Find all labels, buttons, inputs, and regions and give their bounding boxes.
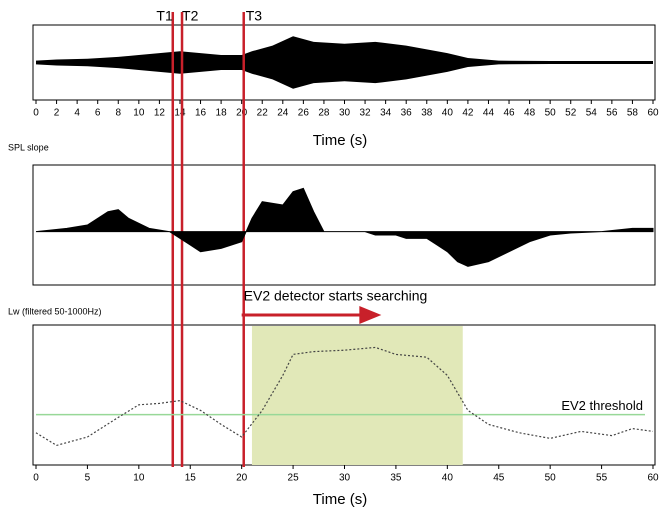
x-tick-label: 25 bbox=[288, 473, 300, 484]
time-marker-label: T3 bbox=[246, 8, 263, 24]
x-tick-label: 30 bbox=[339, 473, 351, 484]
x-tick-label: 0 bbox=[33, 473, 39, 484]
time-marker-label: T2 bbox=[182, 8, 199, 24]
threshold-label: EV2 threshold bbox=[561, 398, 643, 413]
x-tick-label: 60 bbox=[647, 473, 659, 484]
x-tick-label: 45 bbox=[493, 473, 505, 484]
x-tick-label: 4 bbox=[74, 108, 80, 119]
x-tick-label: 18 bbox=[216, 108, 228, 119]
x-tick-label: 60 bbox=[647, 108, 659, 119]
x-tick-label: 6 bbox=[95, 108, 101, 119]
x-tick-label: 16 bbox=[195, 108, 207, 119]
x-tick-label: 56 bbox=[606, 108, 618, 119]
x-tick-label: 42 bbox=[462, 108, 474, 119]
time-marker-label: T1 bbox=[156, 8, 173, 24]
slope-area bbox=[35, 187, 654, 267]
x-tick-label: 8 bbox=[115, 108, 121, 119]
x-tick-label: 46 bbox=[503, 108, 515, 119]
x-tick-label: 44 bbox=[483, 108, 495, 119]
arrow-head bbox=[359, 306, 382, 324]
x-tick-label: 14 bbox=[174, 108, 186, 119]
panel-frame bbox=[32, 164, 656, 286]
x-tick-label: 26 bbox=[298, 108, 310, 119]
x-tick-label: 12 bbox=[154, 108, 166, 119]
lw-line bbox=[35, 346, 654, 447]
y-axis-label: Lw (filtered 50-1000Hz) bbox=[8, 306, 102, 316]
x-tick-label: 40 bbox=[442, 108, 454, 119]
x-tick-label: 32 bbox=[360, 108, 372, 119]
waveform-envelope bbox=[36, 36, 653, 89]
x-tick-label: 40 bbox=[442, 473, 454, 484]
x-tick-label: 30 bbox=[339, 108, 351, 119]
x-tick-label: 0 bbox=[33, 108, 39, 119]
x-tick-label: 10 bbox=[133, 473, 145, 484]
x-tick-label: 58 bbox=[627, 108, 639, 119]
x-tick-label: 55 bbox=[596, 473, 608, 484]
x-tick-label: 15 bbox=[185, 473, 197, 484]
x-axis-label: Time (s) bbox=[313, 491, 367, 508]
x-tick-label: 20 bbox=[236, 473, 248, 484]
search-region bbox=[251, 326, 463, 465]
x-tick-label: 24 bbox=[277, 108, 289, 119]
x-axis-label: Time (s) bbox=[313, 132, 367, 149]
x-tick-label: 52 bbox=[565, 108, 577, 119]
y-axis-label: SPL slope bbox=[8, 142, 49, 152]
x-tick-label: 10 bbox=[133, 108, 145, 119]
arrow-label: EV2 detector starts searching bbox=[244, 288, 428, 304]
x-tick-label: 34 bbox=[380, 108, 392, 119]
x-tick-label: 35 bbox=[390, 473, 402, 484]
x-tick-label: 48 bbox=[524, 108, 536, 119]
x-tick-label: 22 bbox=[257, 108, 269, 119]
x-tick-label: 50 bbox=[545, 473, 557, 484]
x-tick-label: 50 bbox=[545, 108, 557, 119]
x-tick-label: 2 bbox=[54, 108, 60, 119]
x-tick-label: 28 bbox=[318, 108, 330, 119]
x-tick-label: 5 bbox=[85, 473, 91, 484]
x-tick-label: 36 bbox=[401, 108, 413, 119]
x-tick-label: 38 bbox=[421, 108, 433, 119]
x-tick-label: 54 bbox=[586, 108, 598, 119]
x-tick-label: 20 bbox=[236, 108, 248, 119]
